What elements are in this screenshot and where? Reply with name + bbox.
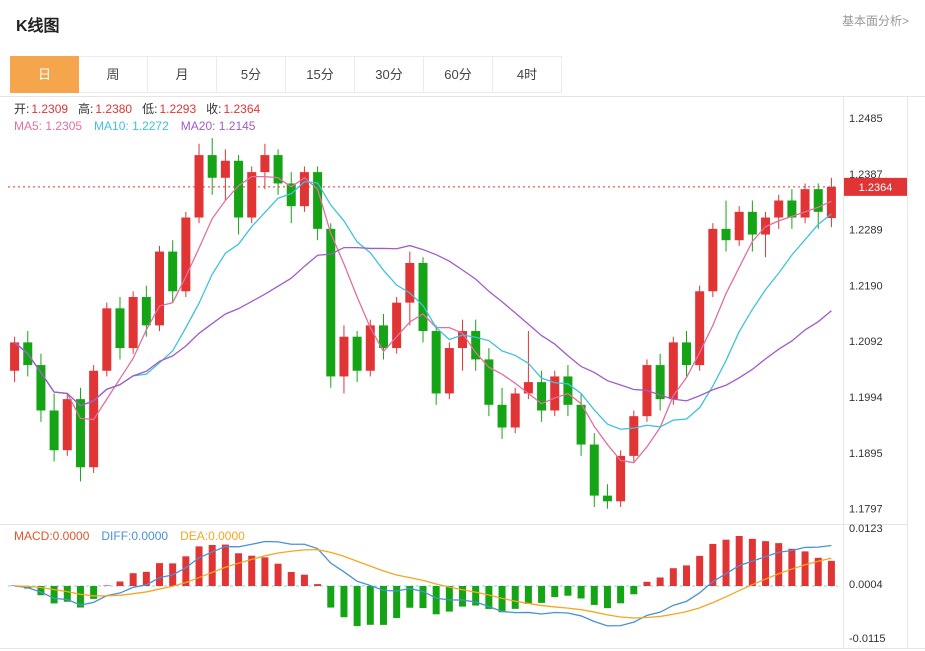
chart-area: 1.2485 1.2387 1.2289 1.2190 1.2092 1.1994 1.18… <box>0 96 925 651</box>
svg-text:1.2387: 1.2387 <box>849 169 883 181</box>
ma20-line <box>14 244 832 407</box>
ma10-line <box>14 181 832 430</box>
tab-周[interactable]: 周 <box>79 56 148 93</box>
tab-30分[interactable]: 30分 <box>355 56 424 93</box>
svg-text:1.2485: 1.2485 <box>849 113 883 125</box>
svg-text:0.0004: 0.0004 <box>849 579 883 591</box>
svg-text:1.1797: 1.1797 <box>849 504 883 516</box>
svg-text:1.2289: 1.2289 <box>849 224 883 236</box>
tab-4时[interactable]: 4时 <box>493 56 562 93</box>
dea-line <box>14 548 832 619</box>
kline-chart[interactable]: 1.2485 1.2387 1.2289 1.2190 1.2092 1.1994 1.18… <box>0 96 925 651</box>
svg-text:1.2092: 1.2092 <box>849 336 883 348</box>
tab-月[interactable]: 月 <box>148 56 217 93</box>
tab-5分[interactable]: 5分 <box>217 56 286 93</box>
svg-text:0.0123: 0.0123 <box>849 523 883 535</box>
svg-text:1.2364: 1.2364 <box>859 182 893 194</box>
tab-日[interactable]: 日 <box>10 56 79 93</box>
tab-60分[interactable]: 60分 <box>424 56 493 93</box>
fundamental-analysis-link[interactable]: 基本面分析> <box>841 14 909 28</box>
tab-15分[interactable]: 15分 <box>286 56 355 93</box>
diff-line <box>14 540 832 627</box>
svg-text:1.2190: 1.2190 <box>849 281 883 293</box>
header: K线图 基本面分析> <box>0 0 925 36</box>
candles-layer <box>10 138 836 509</box>
macd-histogram <box>11 536 835 627</box>
svg-text:1.1895: 1.1895 <box>849 448 883 460</box>
svg-text:1.1994: 1.1994 <box>849 392 883 404</box>
timeframe-tabs: 日周月 5分 15分 30分 60分 4时 <box>10 56 925 93</box>
svg-text:-0.0115: -0.0115 <box>849 633 886 645</box>
current-price-badge <box>844 177 907 196</box>
page-title: K线图 <box>16 18 60 35</box>
ma5-line <box>14 175 832 464</box>
